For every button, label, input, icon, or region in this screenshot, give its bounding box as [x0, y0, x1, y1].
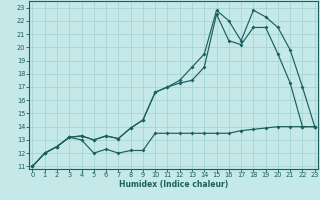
X-axis label: Humidex (Indice chaleur): Humidex (Indice chaleur) [119, 180, 228, 189]
